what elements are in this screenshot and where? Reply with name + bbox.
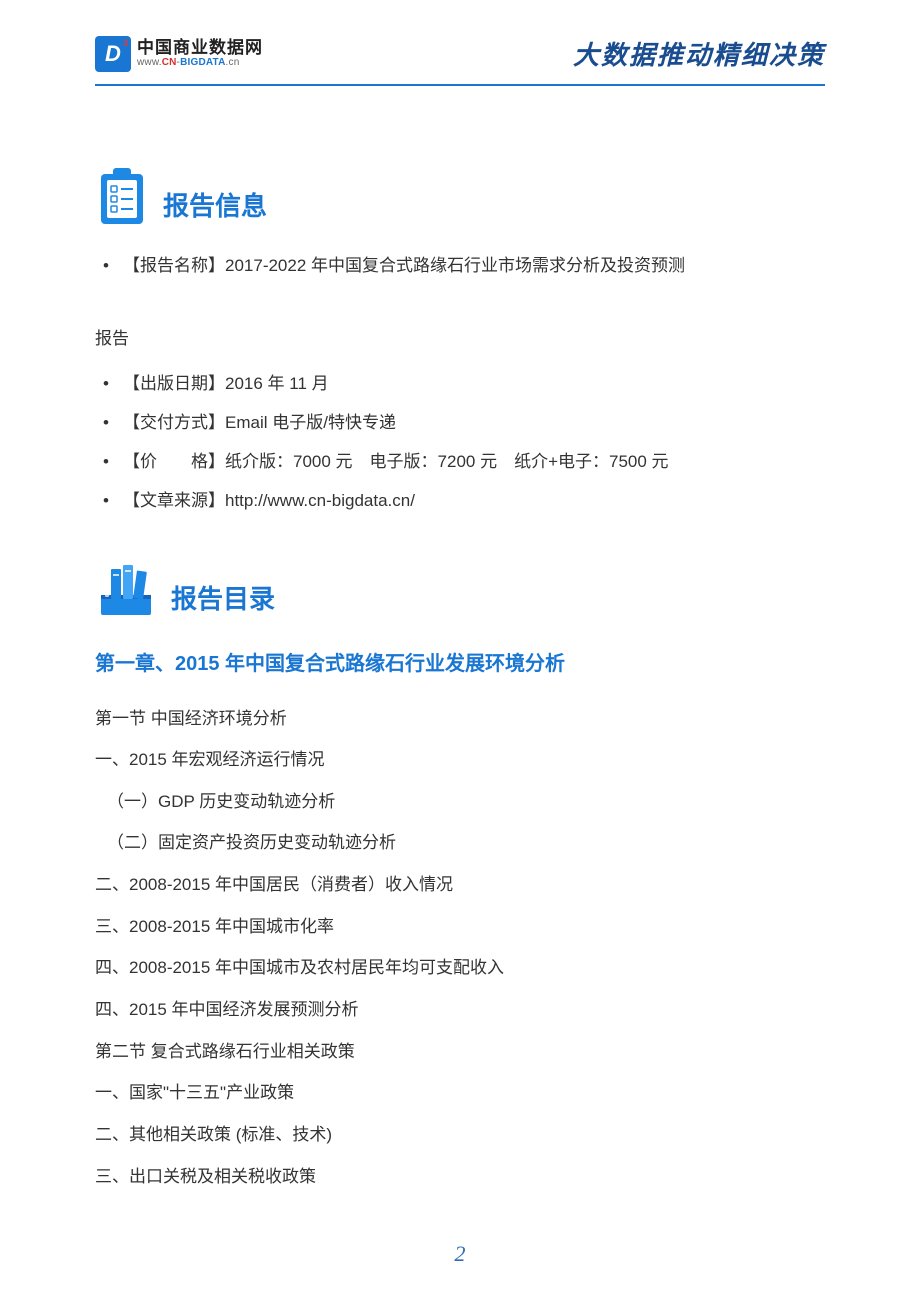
chapter-1-title: 第一章、2015 年中国复合式路缘石行业发展环境分析 bbox=[95, 647, 825, 676]
section-toc-heading: 报告目录 bbox=[95, 561, 825, 619]
logo-text-block: 中国商业数据网 www.CN-BIGDATA.cn bbox=[137, 39, 263, 69]
toc-line: 二、2008-2015 年中国居民（消费者）收入情况 bbox=[95, 864, 825, 906]
toc-line: （一）GDP 历史变动轨迹分析 bbox=[95, 781, 825, 823]
logo-icon: D bbox=[95, 36, 131, 72]
document-page: D 中国商业数据网 www.CN-BIGDATA.cn 大数据推动精细决策 bbox=[0, 0, 920, 1302]
info-item-name-continuation: 报告 bbox=[95, 319, 825, 358]
header-slogan: 大数据推动精细决策 bbox=[573, 35, 825, 72]
page-number: 2 bbox=[455, 1241, 466, 1267]
header-divider bbox=[95, 84, 825, 86]
info-item-price: 【价 格】纸介版：7000 元 电子版：7200 元 纸介+电子：7500 元 bbox=[95, 442, 825, 481]
toc-line: 第一节 中国经济环境分析 bbox=[95, 698, 825, 740]
url-cn: CN bbox=[162, 57, 177, 68]
toc-line: 三、2008-2015 年中国城市化率 bbox=[95, 906, 825, 948]
toc-line: 二、其他相关政策 (标准、技术) bbox=[95, 1114, 825, 1156]
report-info-list: 【报告名称】2017-2022 年中国复合式路缘石行业市场需求分析及投资预测 bbox=[95, 246, 825, 285]
info-item-date: 【出版日期】2016 年 11 月 bbox=[95, 364, 825, 403]
toc-line: 四、2008-2015 年中国城市及农村居民年均可支配收入 bbox=[95, 947, 825, 989]
clipboard-icon bbox=[95, 166, 149, 226]
info-item-name: 【报告名称】2017-2022 年中国复合式路缘石行业市场需求分析及投资预测 bbox=[95, 246, 825, 285]
books-icon bbox=[95, 561, 157, 619]
toc-line: 三、出口关税及相关税收政策 bbox=[95, 1156, 825, 1198]
logo-title: 中国商业数据网 bbox=[137, 39, 263, 58]
report-info-list-2: 【出版日期】2016 年 11 月 【交付方式】Email 电子版/特快专递 【… bbox=[95, 364, 825, 520]
section-title-toc: 报告目录 bbox=[171, 579, 275, 619]
section-title-report-info: 报告信息 bbox=[163, 186, 267, 226]
toc-line: 四、2015 年中国经济发展预测分析 bbox=[95, 989, 825, 1031]
toc-line: 第二节 复合式路缘石行业相关政策 bbox=[95, 1031, 825, 1073]
toc-line: 一、国家"十三五"产业政策 bbox=[95, 1072, 825, 1114]
info-item-source: 【文章来源】http://www.cn-bigdata.cn/ bbox=[95, 481, 825, 520]
toc-line: （二）固定资产投资历史变动轨迹分析 bbox=[95, 822, 825, 864]
toc-line: 一、2015 年宏观经济运行情况 bbox=[95, 739, 825, 781]
page-header: D 中国商业数据网 www.CN-BIGDATA.cn 大数据推动精细决策 bbox=[95, 35, 825, 72]
url-suffix: .cn bbox=[226, 57, 240, 68]
chapter-content-list: 第一节 中国经济环境分析 一、2015 年宏观经济运行情况 （一）GDP 历史变… bbox=[95, 698, 825, 1198]
section-report-info-heading: 报告信息 bbox=[95, 166, 825, 226]
logo-area: D 中国商业数据网 www.CN-BIGDATA.cn bbox=[95, 36, 263, 72]
info-item-delivery: 【交付方式】Email 电子版/特快专递 bbox=[95, 403, 825, 442]
logo-url: www.CN-BIGDATA.cn bbox=[137, 57, 263, 68]
url-big: BIGDATA bbox=[180, 57, 225, 68]
url-prefix: www. bbox=[137, 57, 162, 68]
